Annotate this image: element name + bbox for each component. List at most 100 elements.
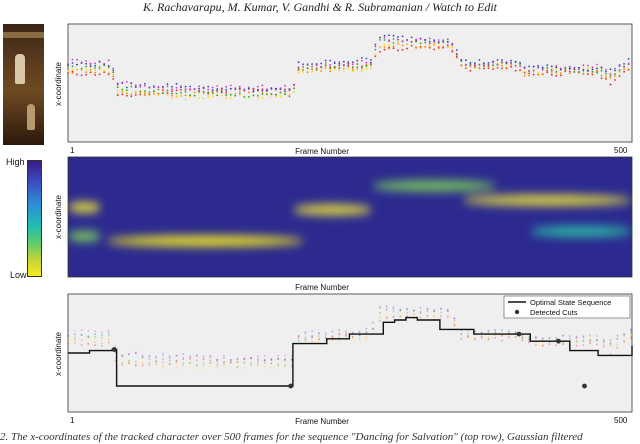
track-point xyxy=(467,335,469,337)
track-point xyxy=(263,365,266,367)
track-point xyxy=(223,357,225,359)
track-point xyxy=(134,86,137,88)
track-point xyxy=(541,344,544,347)
track-point xyxy=(596,335,598,337)
track-point xyxy=(392,316,395,318)
track-point xyxy=(130,85,133,88)
track-point xyxy=(98,66,101,69)
track-point xyxy=(426,315,429,317)
track-point xyxy=(277,364,280,366)
track-point xyxy=(356,66,359,69)
track-point xyxy=(523,67,526,70)
track-point xyxy=(582,339,585,342)
track-point xyxy=(392,38,395,40)
track-point xyxy=(351,66,354,68)
track-point xyxy=(189,361,192,364)
track-point xyxy=(220,91,223,93)
track-point xyxy=(85,68,87,71)
track-point xyxy=(426,314,429,317)
panel-heatmap-background xyxy=(67,156,633,278)
track-point xyxy=(630,334,632,337)
track-point xyxy=(433,310,436,313)
track-point xyxy=(494,329,497,331)
track-point xyxy=(112,78,115,80)
track-point xyxy=(144,94,146,97)
track-point xyxy=(419,37,422,40)
track-point xyxy=(320,67,323,70)
track-point xyxy=(216,358,219,361)
track-point xyxy=(148,361,151,363)
track-point xyxy=(419,310,422,313)
track-point xyxy=(372,327,375,330)
track-point xyxy=(311,336,313,338)
track-point xyxy=(324,332,327,335)
track-point xyxy=(623,63,625,65)
track-point xyxy=(338,69,341,72)
panel-tracks-xlabel: Frame Number xyxy=(295,147,349,156)
track-point xyxy=(358,330,361,333)
track-point xyxy=(609,343,612,345)
track-point xyxy=(71,68,74,71)
track-point xyxy=(134,363,137,366)
track-point xyxy=(460,337,463,340)
track-point xyxy=(623,341,625,343)
track-point xyxy=(284,84,286,87)
track-point xyxy=(433,310,436,313)
track-point xyxy=(338,328,341,331)
track-point xyxy=(548,337,551,340)
track-point xyxy=(555,66,558,69)
track-point xyxy=(333,68,336,70)
track-point xyxy=(270,358,273,361)
track-point xyxy=(171,90,173,93)
track-point xyxy=(331,336,334,339)
track-point xyxy=(297,72,300,74)
track-point xyxy=(216,359,219,361)
track-point xyxy=(101,331,103,334)
track-point xyxy=(94,336,96,338)
track-point xyxy=(89,65,92,68)
track-point xyxy=(182,358,185,360)
track-point xyxy=(306,63,309,65)
track-point xyxy=(134,363,137,366)
track-point xyxy=(424,38,427,41)
track-point xyxy=(134,91,137,94)
track-point xyxy=(121,88,124,91)
track-point xyxy=(71,72,74,74)
track-point xyxy=(616,344,619,346)
track-point xyxy=(347,61,350,63)
track-point xyxy=(257,89,259,91)
track-point xyxy=(112,71,115,74)
track-point xyxy=(288,95,291,98)
track-point xyxy=(419,42,422,45)
track-point xyxy=(383,48,386,51)
track-point xyxy=(413,313,415,316)
track-point xyxy=(211,86,214,89)
track-point xyxy=(153,86,155,89)
track-point xyxy=(270,362,273,365)
track-point xyxy=(437,39,440,41)
track-point xyxy=(171,85,173,88)
track-point xyxy=(257,360,259,362)
track-point xyxy=(128,353,130,356)
track-point xyxy=(555,74,558,77)
track-point xyxy=(157,86,160,88)
track-point xyxy=(67,70,69,73)
track-point xyxy=(385,305,388,308)
track-point xyxy=(568,337,571,340)
track-point xyxy=(175,92,178,95)
track-point xyxy=(383,34,386,37)
track-point xyxy=(568,65,571,68)
track-point xyxy=(128,361,130,363)
track-point xyxy=(605,73,607,75)
panel-tracks-background xyxy=(67,23,633,143)
track-point xyxy=(304,340,307,342)
track-point xyxy=(207,96,210,99)
track-point xyxy=(306,67,309,69)
track-point xyxy=(144,90,146,92)
track-point xyxy=(399,315,402,318)
track-point xyxy=(406,43,408,46)
track-point xyxy=(168,362,171,365)
track-point xyxy=(87,343,90,345)
track-point xyxy=(609,83,612,86)
track-point xyxy=(630,328,632,331)
